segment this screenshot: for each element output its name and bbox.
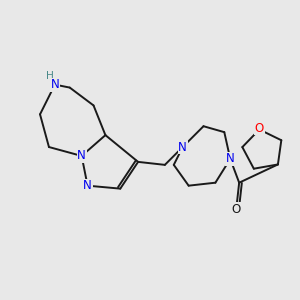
Text: N: N: [83, 179, 92, 192]
Text: H: H: [46, 71, 54, 81]
Text: O: O: [255, 122, 264, 134]
Text: N: N: [178, 140, 187, 154]
Text: N: N: [77, 149, 86, 162]
Text: N: N: [226, 152, 235, 165]
Text: N: N: [50, 78, 59, 91]
Text: O: O: [232, 203, 241, 216]
